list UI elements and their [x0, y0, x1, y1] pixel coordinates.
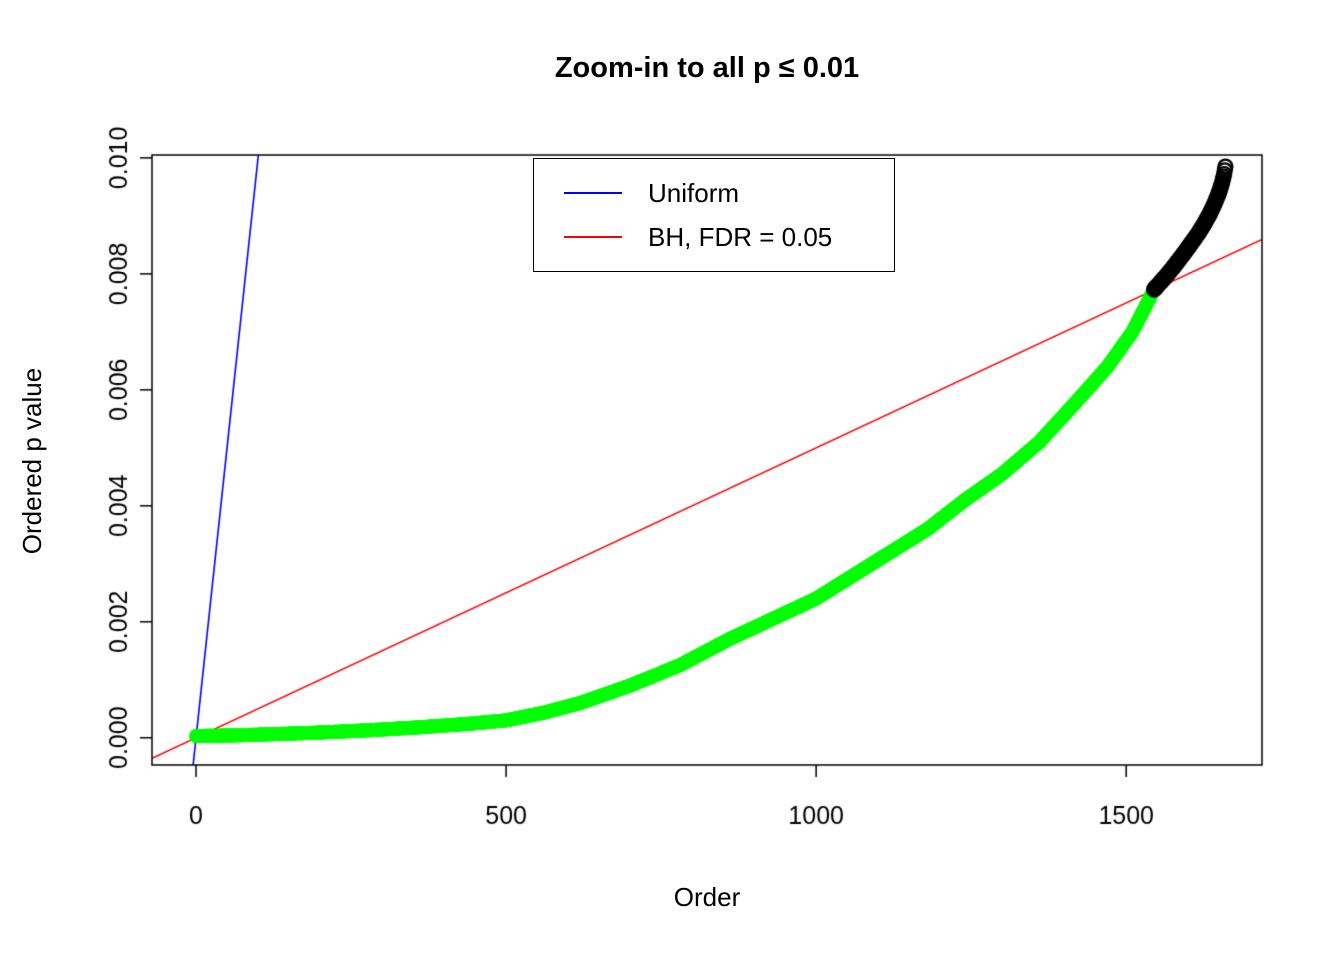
bh-line-swatch — [564, 236, 622, 238]
chart-title: Zoom-in to all p ≤ 0.01 — [554, 52, 860, 84]
y-axis-label: Ordered p value — [17, 367, 47, 555]
legend: Uniform BH, FDR = 0.05 — [533, 158, 895, 272]
legend-label-bh: BH, FDR = 0.05 — [648, 221, 833, 252]
x-axis-label: Order — [673, 882, 741, 912]
legend-item-uniform: Uniform — [534, 171, 894, 215]
uniform-line-swatch — [564, 192, 622, 194]
legend-label-uniform: Uniform — [648, 177, 740, 208]
legend-item-bh: BH, FDR = 0.05 — [534, 215, 894, 259]
